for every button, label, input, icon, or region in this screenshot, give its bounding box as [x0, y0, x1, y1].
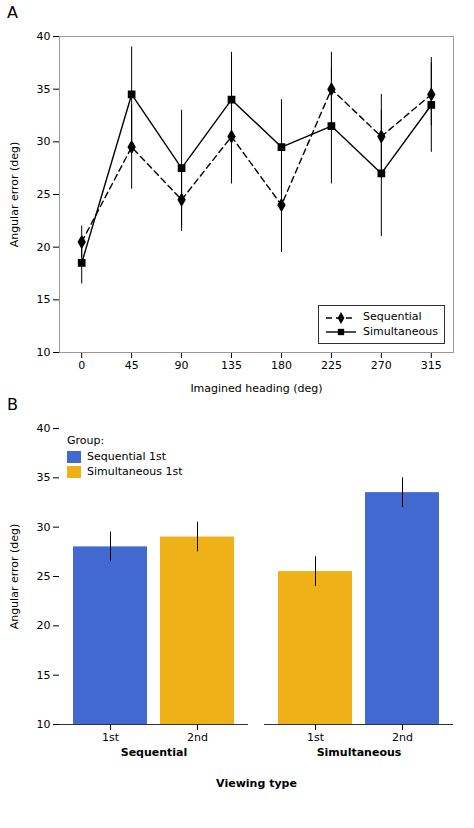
- svg-text:0: 0: [78, 359, 85, 372]
- svg-text:Angular error (deg): Angular error (deg): [8, 524, 21, 630]
- svg-text:20: 20: [37, 241, 51, 254]
- svg-text:Imagined heading (deg): Imagined heading (deg): [190, 382, 322, 395]
- html-text:Group:: Group:: [67, 434, 105, 447]
- svg-text:Angular error (deg): Angular error (deg): [8, 142, 21, 248]
- svg-text:2nd: 2nd: [392, 731, 413, 744]
- svg-text:10: 10: [37, 346, 51, 359]
- svg-text:45: 45: [125, 359, 139, 372]
- svg-text:Simultaneous: Simultaneous: [317, 746, 402, 759]
- html-text:B: B: [7, 395, 18, 414]
- svg-text:40: 40: [37, 30, 51, 43]
- svg-text:135: 135: [221, 359, 242, 372]
- html-text:Sequential: Sequential: [363, 310, 422, 324]
- svg-text:35: 35: [37, 83, 51, 96]
- svg-text:Sequential: Sequential: [121, 746, 188, 759]
- svg-text:270: 270: [371, 359, 392, 372]
- svg-text:315: 315: [421, 359, 442, 372]
- svg-text:35: 35: [37, 471, 51, 484]
- svg-text:10: 10: [37, 718, 51, 731]
- svg-text:25: 25: [37, 188, 51, 201]
- html-text:A: A: [7, 3, 18, 22]
- svg-text:40: 40: [37, 422, 51, 435]
- svg-text:1st: 1st: [307, 731, 325, 744]
- svg-text:15: 15: [37, 293, 51, 306]
- html-text:Simultaneous 1st: Simultaneous 1st: [87, 464, 183, 478]
- svg-text:2nd: 2nd: [187, 731, 208, 744]
- svg-text:90: 90: [175, 359, 189, 372]
- svg-text:Viewing type: Viewing type: [216, 777, 297, 790]
- svg-text:15: 15: [37, 669, 51, 682]
- svg-text:30: 30: [37, 521, 51, 534]
- svg-text:180: 180: [271, 359, 292, 372]
- svg-text:1st: 1st: [102, 731, 120, 744]
- svg-text:25: 25: [37, 570, 51, 583]
- svg-text:20: 20: [37, 619, 51, 632]
- html-text:Simultaneous: Simultaneous: [363, 324, 438, 338]
- html-text:Sequential 1st: Sequential 1st: [87, 450, 167, 464]
- svg-text:225: 225: [321, 359, 342, 372]
- svg-text:30: 30: [37, 135, 51, 148]
